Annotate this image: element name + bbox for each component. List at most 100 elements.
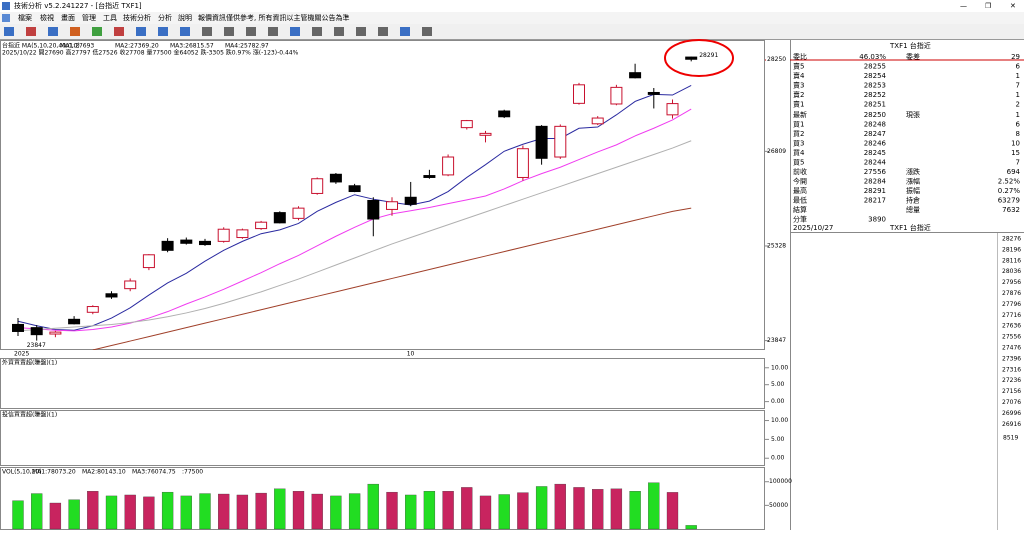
quote-label: 振幅 <box>906 186 920 195</box>
panel-2 <box>0 358 765 409</box>
candle-body <box>49 331 62 335</box>
quote-date: 2025/10/27 <box>793 224 833 232</box>
toolbar-button[interactable] <box>312 27 322 36</box>
candle-body <box>442 156 455 176</box>
candle-body <box>236 229 249 239</box>
quote-value: 10 <box>1011 140 1020 148</box>
volume-bar <box>386 491 398 530</box>
ma-lines <box>17 85 692 350</box>
toolbar-button[interactable] <box>136 27 146 36</box>
toolbar-button[interactable] <box>290 27 300 36</box>
candle-body <box>217 228 230 242</box>
menu-item[interactable]: 管理 <box>82 13 96 22</box>
toolbar-button[interactable] <box>356 27 366 36</box>
toolbar-button[interactable] <box>4 27 14 36</box>
volume-bar <box>479 495 492 530</box>
quote-label: 最低 <box>793 196 807 205</box>
quote-label: 賣2 <box>793 90 804 99</box>
tick-scale-label: 28276 <box>1002 236 1021 243</box>
minimize[interactable]: — <box>960 2 967 10</box>
quote-label: 漲跌 <box>906 167 920 176</box>
candle-body <box>554 125 567 158</box>
candle-body <box>86 306 99 313</box>
candle-body <box>423 175 436 178</box>
quote-value: 7 <box>1016 82 1020 90</box>
toolbar-button[interactable] <box>268 27 278 36</box>
tick-scale-label: 27316 <box>1002 366 1021 373</box>
volume-bar <box>330 495 342 530</box>
quote-value: 27556 <box>864 168 887 176</box>
quote-value: 2.52% <box>998 178 1021 186</box>
quote-value: 28246 <box>864 140 887 148</box>
legend-entry: MA1:78073.20 <box>32 469 76 476</box>
volume-bar <box>535 486 548 530</box>
toolbar-button[interactable] <box>246 27 256 36</box>
quote-value: 28217 <box>864 197 886 205</box>
toolbar-button[interactable] <box>422 27 432 36</box>
candle-body <box>124 280 137 290</box>
candle-body <box>292 207 305 219</box>
volume-bar <box>274 488 286 530</box>
price-panel <box>0 40 765 350</box>
quote-value: 6 <box>1016 121 1021 129</box>
volume-bar <box>143 496 155 530</box>
candle-body <box>255 221 268 230</box>
menu-item[interactable]: 分析 <box>158 13 172 22</box>
toolbar-button[interactable] <box>334 27 344 36</box>
menu-item[interactable]: 檔案 <box>18 13 32 22</box>
toolbar-button[interactable] <box>202 27 212 36</box>
tick-scale-label: 27236 <box>1002 377 1021 384</box>
toolbar-button[interactable] <box>378 27 388 36</box>
menu-item[interactable]: 工具 <box>103 14 117 22</box>
maximize[interactable]: ❐ <box>985 2 991 10</box>
menu-item[interactable]: 說明 <box>178 13 192 22</box>
quote-label: 現張 <box>906 111 920 119</box>
quote-value: 7632 <box>1002 206 1020 214</box>
toolbar-button[interactable] <box>26 27 36 36</box>
menu-item[interactable]: 畫面 <box>61 13 75 22</box>
tick-scale-label: 28116 <box>1002 257 1021 264</box>
quote-value: 28250 <box>864 111 886 119</box>
toolbar-button[interactable] <box>48 27 58 36</box>
x-tick-label: 10 <box>407 351 415 358</box>
toolbar-button[interactable] <box>70 27 80 36</box>
close[interactable]: ✕ <box>1010 2 1016 10</box>
quote-value: 28245 <box>864 149 886 157</box>
quote-symbol: TXF1 台指近 <box>889 223 931 232</box>
candle-body <box>30 327 43 336</box>
menu-icon <box>2 14 10 22</box>
menu-item[interactable]: 檢視 <box>40 13 54 22</box>
tick-scale-label: 27716 <box>1002 312 1021 319</box>
toolbar-button[interactable] <box>400 27 410 36</box>
quote-value: 8 <box>1016 130 1020 138</box>
tick-scale-label: 27076 <box>1002 399 1021 406</box>
toolbar-button[interactable] <box>224 27 234 36</box>
y-tick-label: 26809 <box>767 148 786 155</box>
toolbar-button[interactable] <box>92 27 102 36</box>
y-tick-label: 0.00 <box>771 455 785 462</box>
quote-label: 持倉 <box>906 196 920 205</box>
y-tick-label: 25328 <box>767 242 786 249</box>
quote-value: 28284 <box>864 178 887 186</box>
candle-body <box>386 201 398 210</box>
toolbar-button[interactable] <box>158 27 168 36</box>
toolbar-button[interactable] <box>114 27 124 36</box>
quote-label: 結算 <box>793 205 807 214</box>
toolbar-button[interactable] <box>180 27 190 36</box>
menu-item[interactable]: 技術分析 <box>123 13 151 22</box>
volume-bar <box>348 493 361 530</box>
quote-header: TXF1 台指近 <box>889 41 931 50</box>
volume-bar <box>405 494 417 530</box>
quote-value: 28244 <box>864 159 887 167</box>
legend-entry: MA3:26815.57 <box>170 43 214 50</box>
quote-label: 買2 <box>793 130 804 138</box>
volume-bar <box>311 493 323 530</box>
quote-label: 買4 <box>793 149 805 157</box>
quote-label: 最新 <box>793 110 807 119</box>
volume-bar <box>573 487 585 530</box>
tick-scale-label: 26916 <box>1002 421 1021 428</box>
candle-body <box>629 72 642 79</box>
candle-body <box>591 117 604 125</box>
legend-entry: MA2:80143.10 <box>82 469 126 476</box>
